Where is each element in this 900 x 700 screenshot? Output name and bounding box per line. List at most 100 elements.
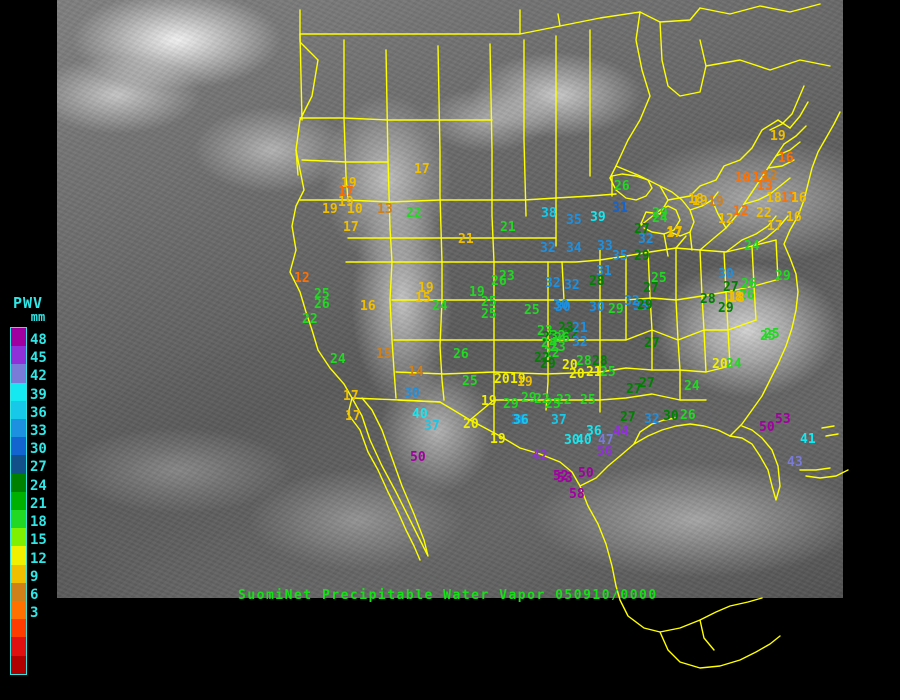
pwv-station-value: 29 (521, 391, 537, 406)
pwv-station-value: 41 (800, 432, 816, 447)
pwv-station-value: 16 (360, 299, 376, 314)
pwv-station-value: 18 (766, 191, 782, 206)
pwv-station-value: 56 (597, 444, 613, 459)
pwv-station-value: 25 (600, 365, 616, 380)
pwv-station-value: 25 (760, 329, 776, 344)
pwv-station-value: 15 (415, 291, 431, 306)
colorbar-swatch (11, 528, 26, 547)
pwv-station-value: 47 (598, 433, 614, 448)
pwv-station-value: 13 (757, 179, 773, 194)
colorbar-tick-label: 30 (30, 441, 47, 458)
pwv-station-value: 29 (652, 206, 668, 221)
pwv-station-value: 37 (424, 419, 440, 434)
pwv-station-value: 15 (376, 347, 392, 362)
pwv-station-value: 37 (551, 413, 567, 428)
pwv-station-value: 18 (729, 291, 745, 306)
pwv-station-value: 26 (491, 274, 507, 289)
pwv-station-value: 30 (589, 300, 605, 315)
pwv-station-value: 32 (638, 232, 654, 247)
pwv-station-value: 31 (596, 264, 612, 279)
pwv-station-value: 30 (555, 300, 571, 315)
colorbar-tick-label: 6 (30, 586, 39, 603)
pwv-station-value: 18 (727, 290, 743, 305)
pwv-station-value: 17 (338, 185, 354, 200)
colorbar-tick-label: 3 (30, 605, 39, 622)
pwv-station-value: 12 (733, 204, 749, 219)
pwv-station-value: 23 (558, 321, 574, 336)
pwv-station-value: 29 (637, 298, 653, 313)
pwv-station-value: 22 (534, 392, 550, 407)
pwv-station-value: 14 (408, 365, 424, 380)
colorbar-tick-label: 48 (30, 332, 47, 348)
pwv-station-value: 29 (775, 269, 791, 284)
pwv-station-value: 22 (542, 330, 558, 345)
pwv-station-value: 27 (639, 376, 655, 391)
pwv-station-value: 32 (572, 335, 588, 350)
pwv-station-value: 38 (541, 206, 557, 221)
pwv-station-value: 17 (666, 226, 682, 241)
pwv-station-value: 19 (338, 195, 354, 210)
pwv-station-value: 27 (634, 222, 650, 237)
pwv-station-value: 20 (494, 372, 510, 387)
product-title: SuomiNet Precipitable Water Vapor 050910… (238, 588, 658, 603)
colorbar-swatch (11, 655, 26, 674)
pwv-station-value: 26 (680, 408, 696, 423)
pwv-station-value: 30 (564, 433, 580, 448)
pwv-station-value: 29 (608, 302, 624, 317)
colorbar-tick-label: 12 (30, 550, 47, 567)
colorbar-swatch (11, 364, 26, 383)
colorbar-tick-label: 27 (30, 459, 47, 476)
pwv-station-value: 21 (572, 321, 588, 336)
pwv-station-value: 26 (741, 277, 757, 292)
pwv-station-value: 39 (590, 210, 606, 225)
pwv-station-value: 10 (347, 202, 363, 217)
colorbar-tick-label: 45 (30, 350, 47, 367)
colorbar-swatch (11, 473, 26, 492)
pwv-station-value: 27 (644, 336, 660, 351)
pwv-station-value: 25 (545, 397, 561, 412)
pwv-station-value: 26 (739, 288, 755, 303)
pwv-station-value: 12 (294, 271, 310, 286)
colorbar-tick-label: 42 (30, 368, 47, 385)
pwv-station-value: 25 (481, 295, 497, 310)
pwv-station-value: 23 (499, 269, 515, 284)
colorbar-swatch (11, 346, 26, 365)
pwv-station-value: 22 (302, 312, 318, 327)
satellite-image-panel (57, 0, 843, 598)
pwv-station-value: 17 (345, 409, 361, 424)
pwv-station-value: 19 (490, 432, 506, 447)
pwv-station-value: 52 (553, 469, 569, 484)
pwv-station-value: 22 (756, 206, 772, 221)
colorbar-swatch (11, 546, 26, 565)
pwv-station-value: 24 (726, 357, 742, 372)
pwv-station-value: 28 (576, 354, 592, 369)
pwv-colorbar: PWV mm 48 45 42 39 36 33 30 27 24 21 18 15 12 9 6 3 (4, 296, 56, 675)
pwv-station-value: 22 (556, 393, 572, 408)
colorbar-swatch (11, 491, 26, 511)
pwv-station-value: 26 (453, 347, 469, 362)
pwv-station-value: 50 (578, 466, 594, 481)
pwv-station-value: 36 (513, 413, 529, 428)
pwv-station-value: 22 (544, 346, 560, 361)
pwv-station-value: 32 (550, 329, 566, 344)
pwv-station-value: 19 (418, 281, 434, 296)
pwv-station-value: 17 (781, 191, 797, 206)
pwv-station-value: 26 (554, 331, 570, 346)
pwv-station-value: 20 (463, 417, 479, 432)
pwv-station-value: 19 (517, 375, 533, 390)
pwv-station-value: 53 (775, 412, 791, 427)
pwv-station-value: 29 (718, 301, 734, 316)
colorbar-units: mm (30, 310, 46, 324)
pwv-station-value: 28 (592, 354, 608, 369)
pwv-station-value: 16 (778, 151, 794, 166)
pwv-station-value: 21 (586, 365, 602, 380)
colorbar-tick-label: 15 (30, 532, 47, 549)
pwv-station-value: 22 (563, 327, 579, 342)
pwv-station-value: 21 (458, 232, 474, 247)
pwv-station-value: 21 (500, 220, 516, 235)
pwv-station-value: 43 (787, 455, 803, 470)
colorbar-swatch (11, 437, 26, 456)
colorbar-swatch (11, 582, 26, 602)
colorbar-swatch (11, 601, 26, 620)
